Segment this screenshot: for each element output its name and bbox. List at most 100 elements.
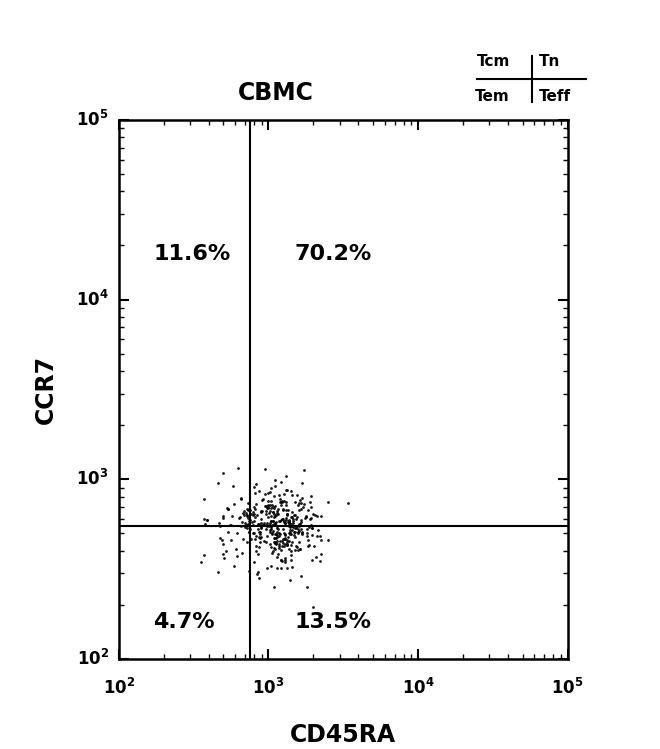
Point: [284, 520, 295, 532]
Point: [282, 536, 293, 548]
Point: [271, 509, 281, 521]
Point: [286, 511, 297, 523]
Point: [295, 542, 306, 554]
Point: [280, 512, 291, 524]
Text: $\mathbf{10^{5}}$: $\mathbf{10^{5}}$: [551, 678, 584, 698]
Point: [269, 508, 279, 520]
Point: [265, 499, 275, 511]
Point: [279, 556, 290, 568]
Point: [242, 522, 252, 534]
Point: [267, 515, 278, 527]
Point: [269, 502, 280, 514]
Point: [272, 551, 282, 562]
Point: [284, 543, 294, 555]
Point: [256, 506, 267, 518]
Point: [262, 530, 273, 542]
Point: [259, 519, 270, 531]
Point: [287, 513, 298, 525]
Point: [277, 495, 288, 507]
Point: [282, 508, 292, 520]
Point: [269, 490, 279, 502]
Point: [307, 521, 317, 533]
Text: CCR7: CCR7: [34, 355, 58, 424]
Point: [199, 513, 209, 525]
Point: [286, 512, 296, 524]
Point: [271, 532, 282, 544]
Point: [232, 527, 242, 539]
Text: 13.5%: 13.5%: [295, 613, 372, 632]
Point: [282, 531, 293, 543]
Point: [248, 509, 259, 521]
Point: [284, 574, 295, 586]
Point: [218, 552, 229, 564]
Point: [245, 514, 255, 526]
Point: [297, 527, 308, 539]
Point: [253, 531, 264, 543]
Point: [280, 504, 291, 516]
Point: [249, 487, 260, 499]
Point: [306, 522, 317, 534]
Text: Tem: Tem: [475, 88, 510, 103]
Point: [244, 504, 255, 516]
Point: [278, 538, 288, 550]
Point: [217, 510, 228, 522]
Point: [262, 517, 273, 529]
Point: [286, 518, 296, 530]
Point: [273, 530, 284, 542]
Point: [199, 493, 209, 505]
Point: [261, 520, 272, 532]
Point: [276, 496, 286, 508]
Point: [285, 554, 296, 565]
Point: [249, 511, 260, 523]
Point: [262, 487, 273, 499]
Point: [285, 549, 296, 561]
Point: [244, 565, 254, 577]
Point: [263, 495, 273, 507]
Point: [272, 531, 282, 543]
Point: [265, 506, 275, 518]
Point: [275, 515, 285, 527]
Point: [280, 496, 291, 508]
Point: [231, 550, 242, 562]
Point: [323, 534, 333, 546]
Point: [256, 494, 267, 506]
Point: [275, 527, 285, 539]
Point: [285, 527, 296, 539]
Point: [213, 476, 224, 488]
Point: [237, 516, 248, 528]
Point: [257, 518, 268, 530]
Point: [292, 526, 303, 538]
Point: [251, 509, 262, 521]
Point: [308, 540, 319, 552]
Point: [253, 548, 263, 560]
Point: [196, 556, 207, 568]
Point: [287, 561, 298, 573]
Point: [276, 554, 286, 565]
Point: [286, 528, 296, 540]
Point: [296, 503, 307, 515]
Point: [238, 509, 249, 521]
Point: [249, 508, 259, 520]
Point: [294, 536, 304, 548]
Point: [269, 533, 280, 545]
Point: [266, 515, 277, 527]
Point: [265, 526, 275, 538]
Point: [296, 514, 306, 526]
Point: [261, 524, 271, 536]
Point: [286, 524, 297, 536]
Point: [289, 530, 300, 542]
Point: [290, 544, 300, 556]
Point: [229, 560, 240, 572]
Point: [277, 496, 288, 508]
Point: [265, 486, 275, 498]
Point: [260, 500, 271, 512]
Point: [229, 497, 240, 509]
Point: [255, 536, 265, 548]
Point: [286, 539, 296, 551]
Point: [218, 467, 228, 479]
Point: [260, 519, 271, 531]
Point: [290, 531, 300, 543]
Point: [228, 480, 239, 492]
Point: [236, 494, 246, 506]
Point: [264, 519, 275, 531]
